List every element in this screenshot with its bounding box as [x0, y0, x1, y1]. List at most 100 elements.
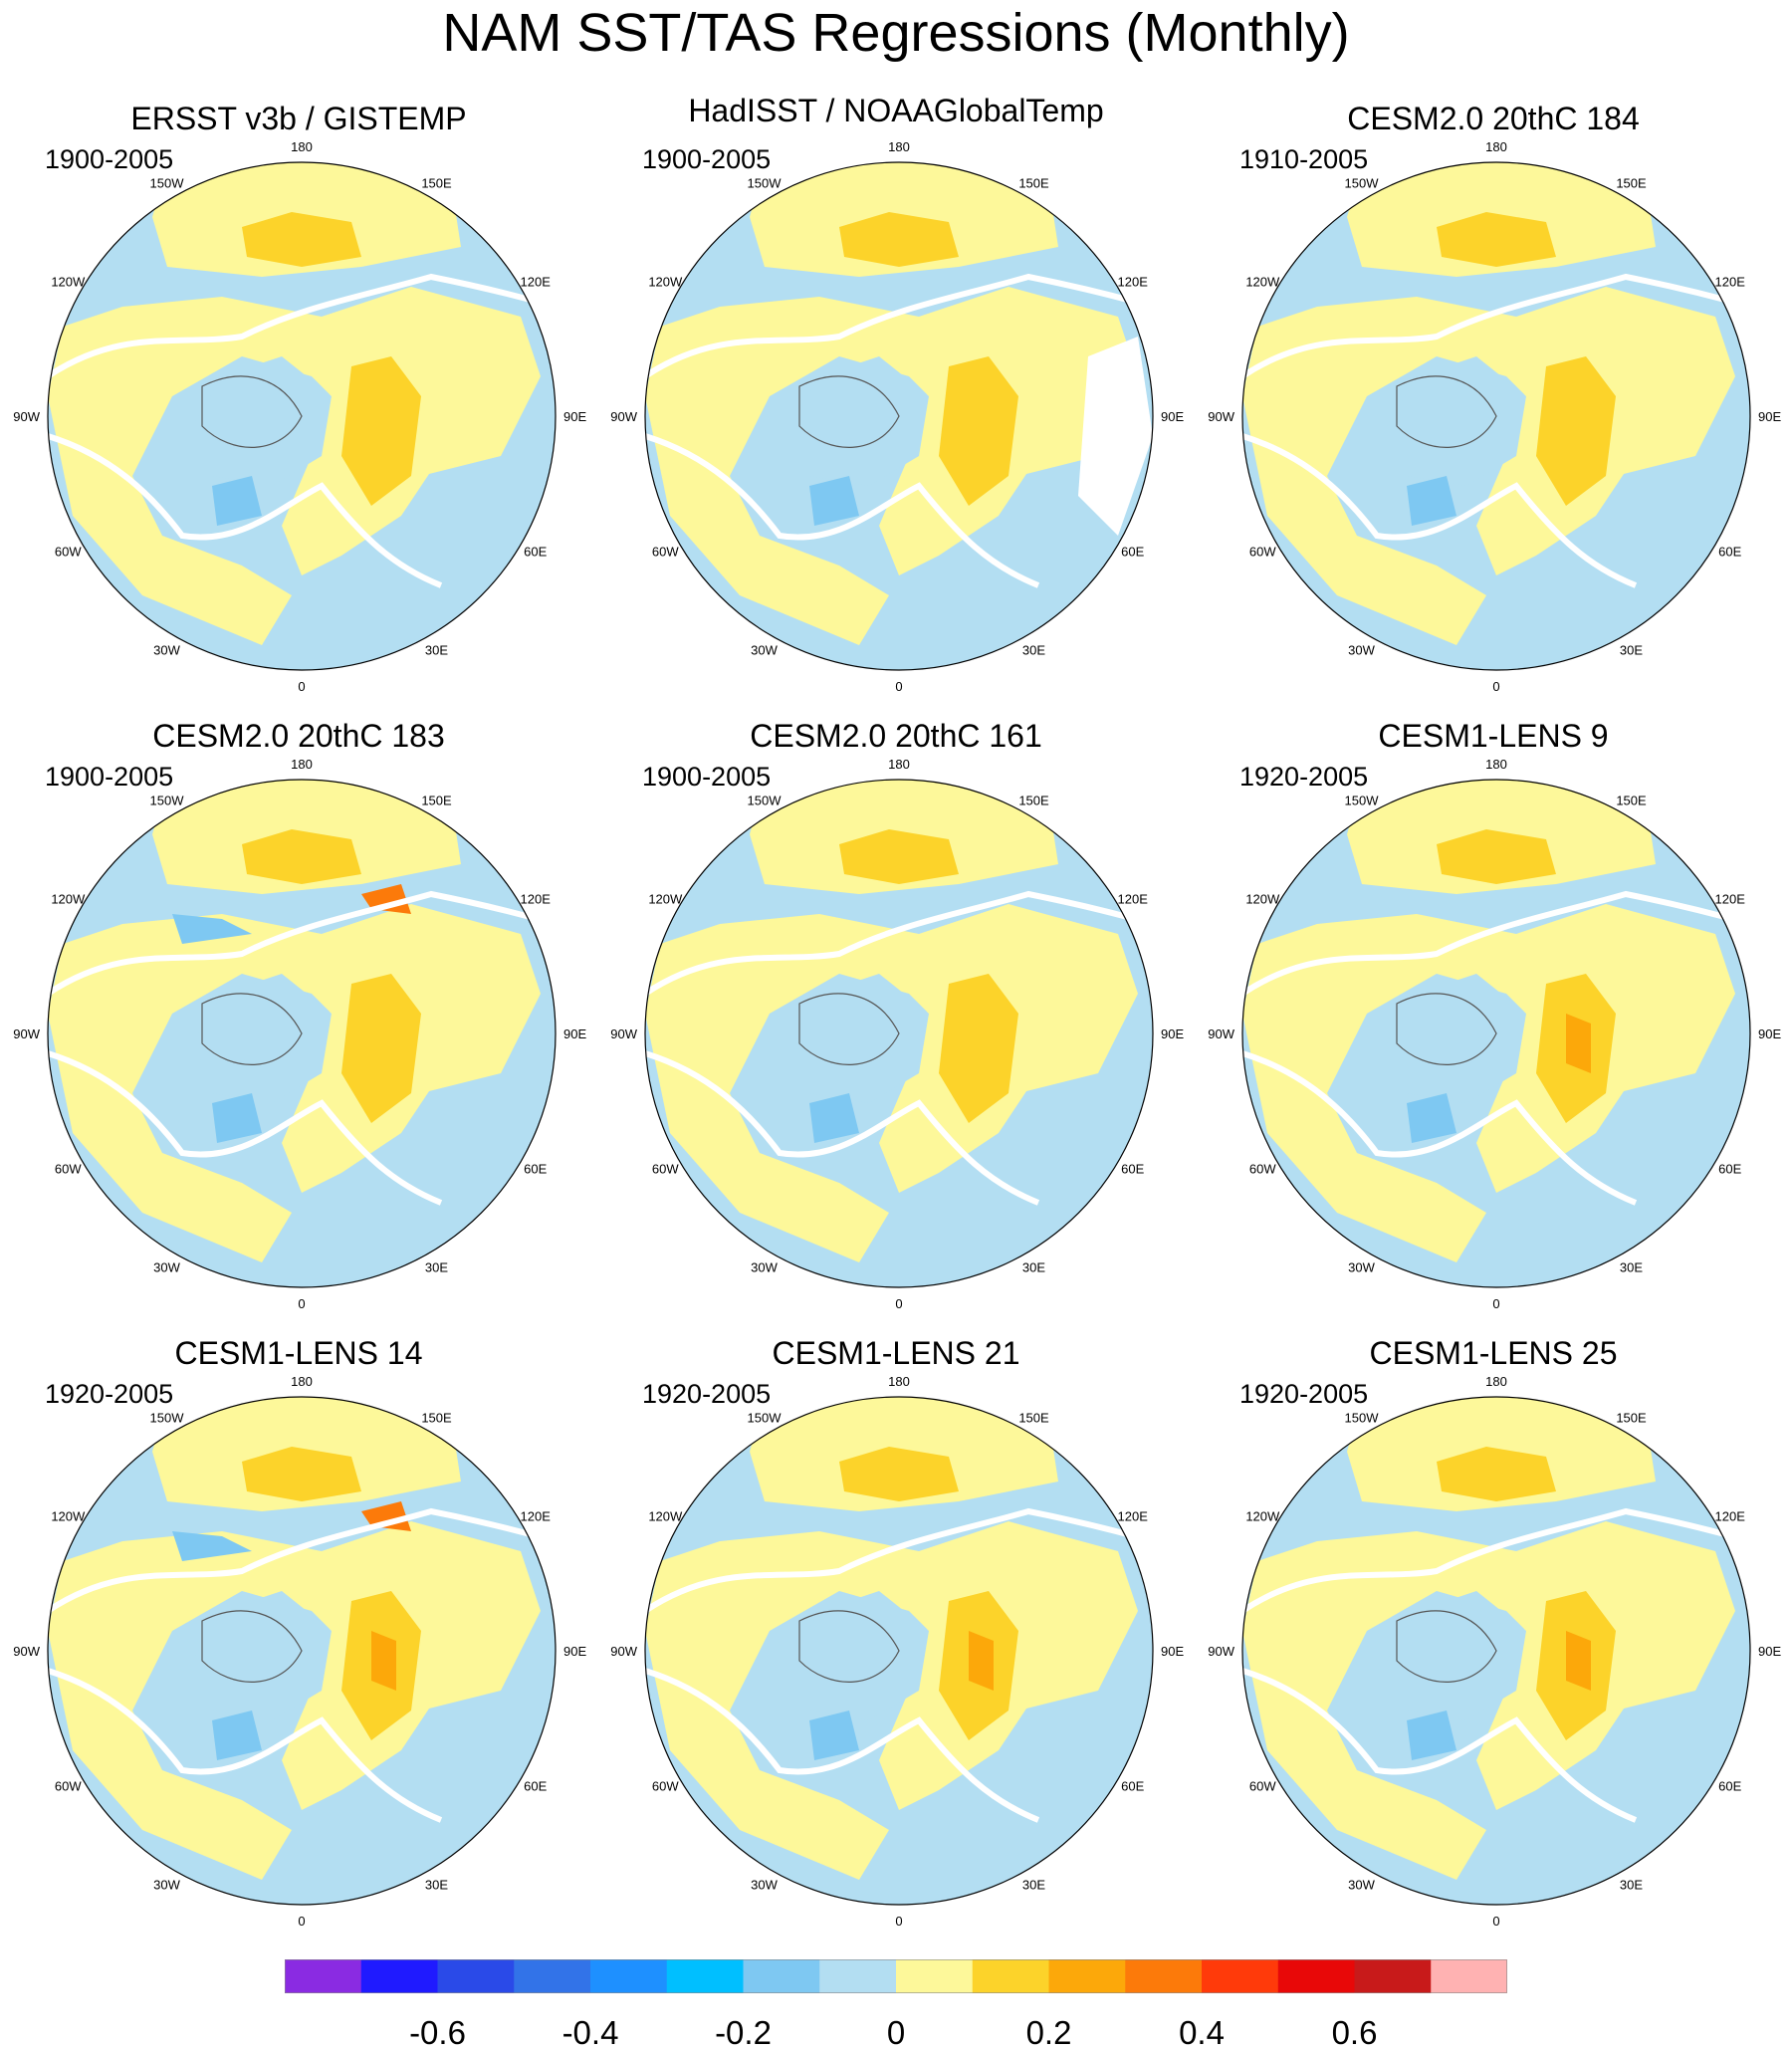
longitude-label: 120E: [1715, 275, 1746, 290]
longitude-label: 30W: [153, 1878, 180, 1893]
pacific-strong-positive: [242, 829, 361, 884]
longitude-label: 30E: [1620, 1260, 1643, 1275]
longitude-label: 30E: [1022, 1260, 1045, 1275]
polar-map: 180 150E 120E 90E 60E 30E 0 30W 60W 90W 120W 150W: [610, 757, 1184, 1311]
longitude-label: 90E: [1161, 409, 1184, 424]
longitude-label: 150E: [1616, 1410, 1647, 1425]
longitude-label: 30W: [751, 643, 778, 658]
coastline-southern: [1242, 433, 1638, 588]
longitude-label: 90E: [1758, 1026, 1781, 1041]
longitude-label: 0: [1492, 1296, 1499, 1311]
longitude-label: 120E: [1715, 892, 1746, 907]
polar-map-border: [47, 1396, 557, 1906]
colorbar-segment: [285, 1959, 362, 1993]
polar-map-border: [47, 779, 557, 1288]
canada-negative-region: [172, 914, 252, 944]
colorbar-segment: [1202, 1959, 1279, 1993]
colorbar-tick-label: 0.6: [1331, 2014, 1378, 2051]
panel-title: CESM1-LENS 25: [1369, 1335, 1618, 1371]
map-panel: 180 150E 120E 90E 60E 30E 0 30W 60W 90W 120W 150W CE…: [0, 1326, 597, 1943]
longitude-label: 30E: [425, 1878, 448, 1893]
coastline-northern: [645, 273, 1153, 379]
longitude-label: 30E: [1620, 1878, 1643, 1893]
polar-map: 180 150E 120E 90E 60E 30E 0 30W 60W 90W 120W 150W: [13, 1374, 586, 1929]
coastline-northern: [645, 890, 1153, 997]
longitude-label: 120W: [648, 892, 683, 907]
panel-title: CESM1-LENS 9: [1378, 718, 1609, 754]
colorbar-segment: [437, 1959, 515, 1993]
longitude-label: 120E: [1118, 892, 1149, 907]
longitude-label: 0: [895, 679, 902, 694]
longitude-label: 60W: [55, 545, 82, 560]
colorbar-tick-label: -0.4: [561, 2014, 619, 2051]
panel-period: 1920-2005: [1239, 762, 1369, 792]
arctic-archipelago-outline: [798, 993, 900, 1065]
longitude-label: 30E: [425, 643, 448, 658]
longitude-label: 150E: [1018, 175, 1049, 190]
polar-map: 180 150E 120E 90E 60E 30E 0 30W 60W 90W 120W 150W: [13, 139, 586, 694]
longitude-label: 90E: [563, 409, 586, 424]
longitude-label: 90W: [13, 409, 40, 424]
arctic-negative-region: [1387, 356, 1526, 486]
labrador-strong-negative: [809, 1710, 859, 1760]
longitude-label: 90E: [1758, 1644, 1781, 1659]
longitude-label: 120W: [51, 1509, 86, 1524]
missing-data-region: [1078, 337, 1153, 536]
longitude-label: 60E: [1718, 1779, 1741, 1794]
siberia-strong-positive: [341, 356, 421, 506]
siberia-strong-positive: [939, 356, 1018, 506]
longitude-label: 150W: [150, 175, 185, 190]
longitude-label: 60E: [524, 1779, 547, 1794]
coastline-northern: [1242, 890, 1750, 997]
arctic-negative-region: [789, 974, 929, 1103]
longitude-label: 0: [1492, 1914, 1499, 1929]
arctic-negative-region: [1387, 974, 1526, 1103]
panel-title: CESM2.0 20thC 161: [750, 718, 1042, 754]
polar-map-border: [1241, 1396, 1751, 1906]
longitude-label: 30W: [751, 1878, 778, 1893]
longitude-label: 150W: [1345, 1410, 1380, 1425]
longitude-label: 180: [291, 757, 313, 772]
longitude-label: 0: [895, 1914, 902, 1929]
longitude-label: 120E: [521, 1509, 552, 1524]
colorbar-segment: [590, 1959, 668, 1993]
longitude-label: 90E: [563, 1644, 586, 1659]
longitude-label: 0: [298, 679, 305, 694]
longitude-label: 90W: [610, 409, 637, 424]
longitude-label: 120W: [1245, 275, 1280, 290]
panel-title: ERSST v3b / GISTEMP: [130, 101, 467, 136]
panel-period: 1900-2005: [642, 762, 772, 792]
longitude-label: 30W: [1348, 1878, 1375, 1893]
longitude-label: 120W: [51, 275, 86, 290]
siberia-core-positive: [371, 1631, 396, 1691]
coastline-northern: [48, 273, 556, 379]
labrador-strong-negative: [1407, 476, 1456, 526]
labrador-strong-negative: [212, 476, 262, 526]
panel-title: CESM2.0 20thC 184: [1347, 101, 1640, 136]
longitude-label: 90E: [1161, 1644, 1184, 1659]
longitude-label: 60W: [652, 1162, 679, 1177]
longitude-label: 60E: [1121, 545, 1144, 560]
arctic-archipelago-outline: [1396, 1610, 1497, 1683]
longitude-label: 120E: [521, 275, 552, 290]
coastline-southern: [1242, 1050, 1638, 1206]
longitude-label: 30E: [1620, 643, 1643, 658]
longitude-label: 180: [291, 139, 313, 154]
figure-title: NAM SST/TAS Regressions (Monthly): [442, 3, 1350, 63]
colorbar-segment: [896, 1959, 974, 1993]
polar-map: 180 150E 120E 90E 60E 30E 0 30W 60W 90W 120W 150W: [610, 1374, 1184, 1929]
polar-map-border: [47, 161, 557, 671]
longitude-label: 30E: [1022, 643, 1045, 658]
longitude-label: 90E: [1161, 1026, 1184, 1041]
longitude-label: 30W: [1348, 643, 1375, 658]
longitude-label: 60E: [524, 545, 547, 560]
coastline-northern: [48, 1507, 556, 1614]
longitude-label: 60W: [55, 1779, 82, 1794]
map-panel: 180 150E 120E 90E 60E 30E 0 30W 60W 90W 120W 150W CE…: [597, 1326, 1195, 1943]
longitude-label: 30W: [153, 1260, 180, 1275]
pacific-strong-positive: [1437, 212, 1556, 267]
longitude-label: 120E: [1715, 1509, 1746, 1524]
longitude-label: 90E: [563, 1026, 586, 1041]
colorbar-segment: [1431, 1959, 1507, 1993]
coastline-northern: [48, 890, 556, 997]
